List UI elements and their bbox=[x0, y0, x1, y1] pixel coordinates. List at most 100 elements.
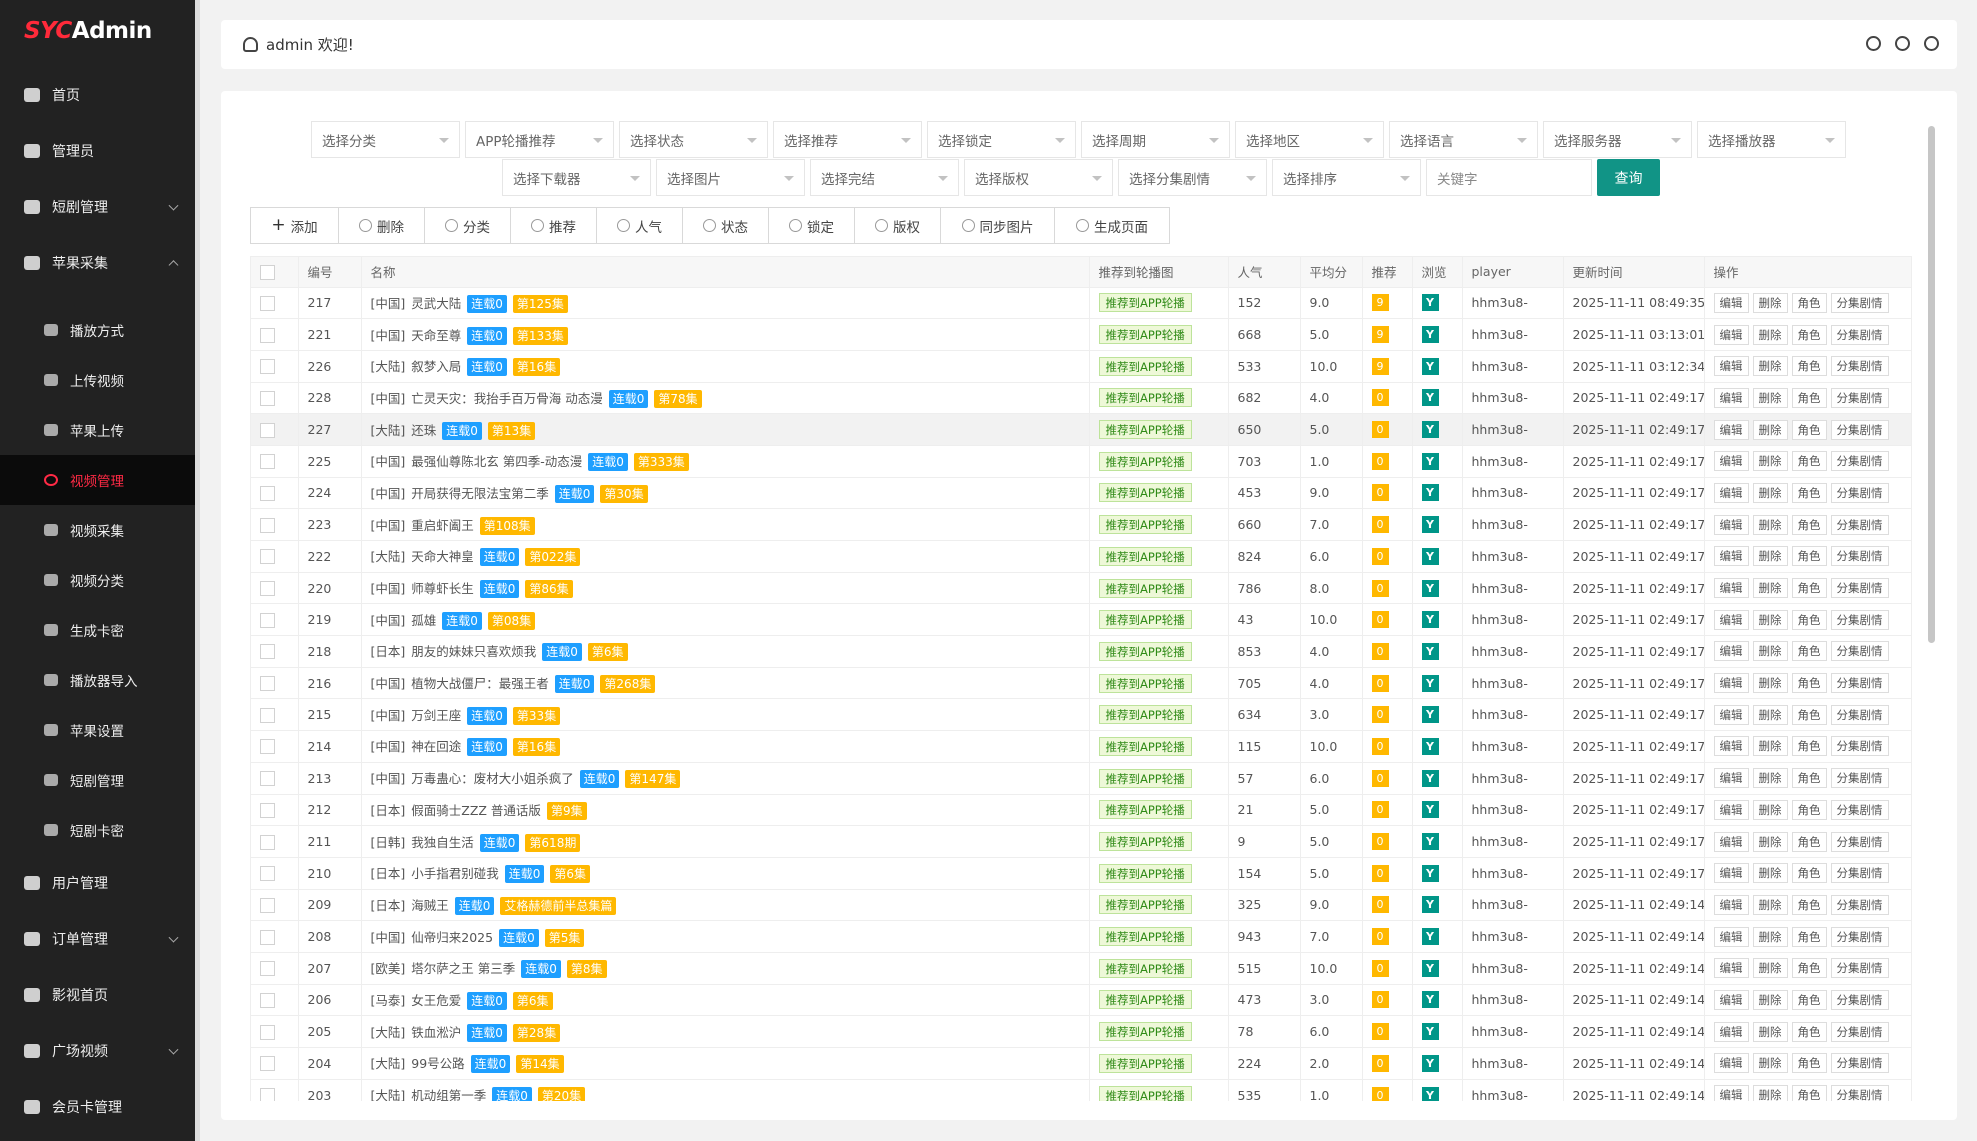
collapse-button[interactable] bbox=[1866, 36, 1881, 51]
action-button[interactable]: 删除 bbox=[1753, 1085, 1788, 1101]
action-button[interactable]: 编辑 bbox=[1714, 863, 1749, 883]
action-button[interactable]: 删除 bbox=[1753, 515, 1788, 535]
action-button[interactable]: 角色 bbox=[1792, 958, 1827, 978]
action-button[interactable]: 角色 bbox=[1792, 990, 1827, 1010]
carousel-badge[interactable]: 推荐到APP轮播 bbox=[1099, 1022, 1192, 1041]
carousel-badge[interactable]: 推荐到APP轮播 bbox=[1099, 864, 1192, 883]
browse-badge[interactable]: Y bbox=[1422, 294, 1439, 311]
recommend-badge[interactable]: 0 bbox=[1372, 738, 1389, 755]
browse-badge[interactable]: Y bbox=[1422, 801, 1439, 818]
action-button[interactable]: 删除 bbox=[1753, 863, 1788, 883]
checkbox[interactable] bbox=[260, 296, 275, 311]
action-button[interactable]: 编辑 bbox=[1714, 705, 1749, 725]
checkbox[interactable] bbox=[260, 423, 275, 438]
carousel-badge[interactable]: 推荐到APP轮播 bbox=[1099, 800, 1192, 819]
action-button[interactable]: 删除 bbox=[1753, 736, 1788, 756]
action-button[interactable]: 删除 bbox=[1753, 325, 1788, 345]
action-button[interactable]: 删除 bbox=[1753, 768, 1788, 788]
action-button[interactable]: 编辑 bbox=[1714, 768, 1749, 788]
checkbox[interactable] bbox=[260, 866, 275, 881]
recommend-badge[interactable]: 9 bbox=[1372, 358, 1389, 375]
checkbox[interactable] bbox=[260, 835, 275, 850]
action-button[interactable]: 编辑 bbox=[1714, 483, 1749, 503]
select[interactable]: 选择推荐 bbox=[773, 121, 922, 158]
carousel-badge[interactable]: 推荐到APP轮播 bbox=[1099, 769, 1192, 788]
action-button[interactable]: 角色 bbox=[1792, 800, 1827, 820]
carousel-badge[interactable]: 推荐到APP轮播 bbox=[1099, 420, 1192, 439]
recommend-badge[interactable]: 0 bbox=[1372, 516, 1389, 533]
select[interactable]: APP轮播推荐 bbox=[465, 121, 614, 158]
action-button[interactable]: 角色 bbox=[1792, 1085, 1827, 1101]
select[interactable]: 选择分集剧情 bbox=[1118, 159, 1267, 196]
browse-badge[interactable]: Y bbox=[1422, 896, 1439, 913]
action-button[interactable]: 编辑 bbox=[1714, 388, 1749, 408]
carousel-badge[interactable]: 推荐到APP轮播 bbox=[1099, 674, 1192, 693]
action-button[interactable]: 编辑 bbox=[1714, 515, 1749, 535]
toolbar-button[interactable]: 状态 bbox=[683, 208, 769, 243]
action-button[interactable]: 删除 bbox=[1753, 927, 1788, 947]
action-button[interactable]: 角色 bbox=[1792, 705, 1827, 725]
carousel-badge[interactable]: 推荐到APP轮播 bbox=[1099, 1086, 1192, 1101]
action-button[interactable]: 编辑 bbox=[1714, 1022, 1749, 1042]
checkbox[interactable] bbox=[260, 265, 275, 280]
browse-badge[interactable]: Y bbox=[1422, 326, 1439, 343]
checkbox[interactable] bbox=[260, 898, 275, 913]
action-button[interactable]: 分集剧情 bbox=[1831, 356, 1889, 376]
recommend-badge[interactable]: 0 bbox=[1372, 643, 1389, 660]
recommend-badge[interactable]: 9 bbox=[1372, 326, 1389, 343]
recommend-badge[interactable]: 0 bbox=[1372, 991, 1389, 1008]
recommend-badge[interactable]: 0 bbox=[1372, 580, 1389, 597]
recommend-badge[interactable]: 0 bbox=[1372, 1055, 1389, 1072]
action-button[interactable]: 分集剧情 bbox=[1831, 515, 1889, 535]
carousel-badge[interactable]: 推荐到APP轮播 bbox=[1099, 452, 1192, 471]
carousel-badge[interactable]: 推荐到APP轮播 bbox=[1099, 1054, 1192, 1073]
query-button[interactable]: 查询 bbox=[1597, 159, 1660, 196]
select[interactable]: 选择排序 bbox=[1272, 159, 1421, 196]
action-button[interactable]: 编辑 bbox=[1714, 990, 1749, 1010]
menu-item[interactable]: 订单管理 bbox=[0, 911, 195, 967]
action-button[interactable]: 删除 bbox=[1753, 1022, 1788, 1042]
browse-badge[interactable]: Y bbox=[1422, 611, 1439, 628]
action-button[interactable]: 分集剧情 bbox=[1831, 705, 1889, 725]
browse-badge[interactable]: Y bbox=[1422, 1023, 1439, 1040]
action-button[interactable]: 分集剧情 bbox=[1831, 451, 1889, 471]
recommend-badge[interactable]: 0 bbox=[1372, 928, 1389, 945]
toolbar-button[interactable]: 删除 bbox=[339, 208, 425, 243]
recommend-badge[interactable]: 0 bbox=[1372, 706, 1389, 723]
carousel-badge[interactable]: 推荐到APP轮播 bbox=[1099, 357, 1192, 376]
browse-badge[interactable]: Y bbox=[1422, 991, 1439, 1008]
menu-item[interactable]: 影视首页 bbox=[0, 967, 195, 1023]
select[interactable]: 选择锁定 bbox=[927, 121, 1076, 158]
action-button[interactable]: 删除 bbox=[1753, 1053, 1788, 1073]
browse-badge[interactable]: Y bbox=[1422, 484, 1439, 501]
browse-badge[interactable]: Y bbox=[1422, 675, 1439, 692]
action-button[interactable]: 删除 bbox=[1753, 451, 1788, 471]
carousel-badge[interactable]: 推荐到APP轮播 bbox=[1099, 927, 1192, 946]
submenu-item[interactable]: 短剧卡密 bbox=[0, 805, 195, 855]
action-button[interactable]: 角色 bbox=[1792, 895, 1827, 915]
checkbox[interactable] bbox=[260, 993, 275, 1008]
action-button[interactable]: 分集剧情 bbox=[1831, 483, 1889, 503]
select[interactable]: 选择服务器 bbox=[1543, 121, 1692, 158]
checkbox[interactable] bbox=[260, 803, 275, 818]
browse-badge[interactable]: Y bbox=[1422, 738, 1439, 755]
logo[interactable]: SYCAdmin bbox=[24, 18, 152, 44]
action-button[interactable]: 编辑 bbox=[1714, 736, 1749, 756]
checkbox[interactable] bbox=[260, 581, 275, 596]
action-button[interactable]: 编辑 bbox=[1714, 546, 1749, 566]
action-button[interactable]: 编辑 bbox=[1714, 927, 1749, 947]
menu-item[interactable]: 广场视频 bbox=[0, 1023, 195, 1079]
action-button[interactable]: 角色 bbox=[1792, 546, 1827, 566]
toolbar-button[interactable]: 生成页面 bbox=[1055, 208, 1169, 243]
action-button[interactable]: 编辑 bbox=[1714, 610, 1749, 630]
recommend-badge[interactable]: 0 bbox=[1372, 896, 1389, 913]
submenu-item[interactable]: 苹果上传 bbox=[0, 405, 195, 455]
action-button[interactable]: 编辑 bbox=[1714, 1085, 1749, 1101]
toolbar-button[interactable]: 版权 bbox=[855, 208, 941, 243]
recommend-badge[interactable]: 0 bbox=[1372, 675, 1389, 692]
recommend-badge[interactable]: 0 bbox=[1372, 833, 1389, 850]
action-button[interactable]: 分集剧情 bbox=[1831, 420, 1889, 440]
action-button[interactable]: 角色 bbox=[1792, 293, 1827, 313]
action-button[interactable]: 编辑 bbox=[1714, 325, 1749, 345]
action-button[interactable]: 编辑 bbox=[1714, 958, 1749, 978]
